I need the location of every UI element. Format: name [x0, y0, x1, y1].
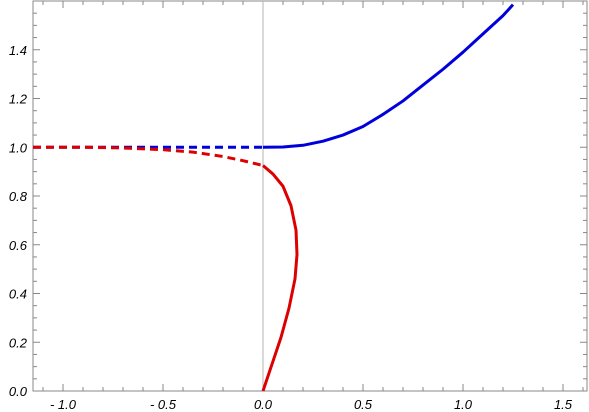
x-tick-label: 1.5 [554, 397, 573, 412]
x-tick-label: - 0.5 [150, 397, 177, 412]
ticks-layer [33, 1, 587, 392]
x-tick-label: 0.5 [354, 397, 373, 412]
y-tick-label: 0.6 [9, 238, 28, 253]
y-tick-label: 1.4 [9, 43, 27, 58]
tick-labels-layer: - 1.0 - 0.5 0.0 0.5 1.0 1.5 0.0 0.2 0.4 0.6 0.8 1.0… [9, 43, 573, 412]
x-tick-label: - 1.0 [50, 397, 77, 412]
plot-frame [32, 0, 588, 392]
red-dashed-curve [33, 145, 264, 167]
x-tick-label: 1.0 [454, 397, 473, 412]
red-solid-curve [261, 164, 299, 392]
y-tick-label: 0.2 [9, 335, 28, 350]
y-tick-label: 0.8 [9, 189, 28, 204]
blue-solid-curve [262, 3, 515, 149]
y-tick-label: 0.4 [9, 287, 27, 302]
y-tick-label: 0.0 [9, 384, 28, 399]
y-tick-label: 1.2 [9, 92, 28, 107]
x-tick-label: 0.0 [254, 397, 273, 412]
y-tick-label: 1.0 [9, 140, 28, 155]
series-layer [33, 3, 515, 392]
